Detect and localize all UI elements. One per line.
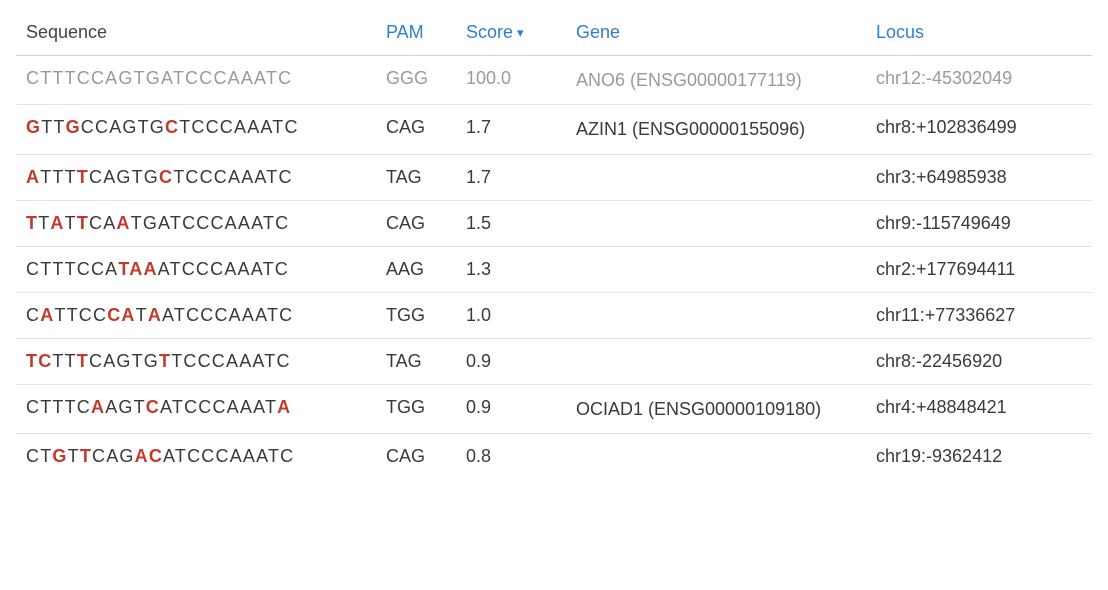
sequence-text: CTGTTCAGACATCCCAAATC <box>26 446 294 466</box>
gene-cell <box>566 200 866 246</box>
locus-cell: chr9:-115749649 <box>866 200 1092 246</box>
pam-cell: CAG <box>376 433 456 479</box>
table-row: TCTTTCAGTGTTCCCAAATC TAG0.9 chr8:-22456920 <box>16 338 1092 384</box>
column-header-score-label: Score <box>466 22 513 42</box>
column-header-locus-label: Locus <box>876 22 924 42</box>
table-row: ATTTTCAGTGCTCCCAAATC TAG1.7 chr3:+64985938 <box>16 154 1092 200</box>
gene-cell <box>566 154 866 200</box>
sequence-text: CTTTCAAGTCATCCCAAATA <box>26 397 291 417</box>
table-row: CTTTCCATAAATCCCAAATC AAG1.3 chr2:+17769441… <box>16 246 1092 292</box>
table-row: TTATTCAATGATCCCAAATC CAG1.5 chr9:-11574964… <box>16 200 1092 246</box>
gene-cell <box>566 433 866 479</box>
locus-cell: chr8:+102836499 <box>866 105 1092 154</box>
column-header-score[interactable]: Score▾ <box>456 12 566 56</box>
column-header-sequence: Sequence <box>16 12 376 56</box>
column-header-pam[interactable]: PAM <box>376 12 456 56</box>
sequence-cell: ATTTTCAGTGCTCCCAAATC <box>16 154 376 200</box>
table-row: CTTTCCAGTGATCCCAAATC GGG100.0ANO6 (ENSG00… <box>16 56 1092 105</box>
score-cell: 1.5 <box>456 200 566 246</box>
table-row: CATTCCCATAATCCCAAATC TGG1.0 chr11:+7733662… <box>16 292 1092 338</box>
sequence-text: GTTGCCAGTGCTCCCAAATC <box>26 117 299 137</box>
gene-cell: OCIAD1 (ENSG00000109180) <box>566 384 866 433</box>
gene-cell: AZIN1 (ENSG00000155096) <box>566 105 866 154</box>
sequence-cell: CTTTCAAGTCATCCCAAATA <box>16 384 376 433</box>
sequence-cell: GTTGCCAGTGCTCCCAAATC <box>16 105 376 154</box>
table-row: CTGTTCAGACATCCCAAATC CAG0.8 chr19:-9362412 <box>16 433 1092 479</box>
locus-cell: chr12:-45302049 <box>866 56 1092 105</box>
locus-cell: chr3:+64985938 <box>866 154 1092 200</box>
sequence-text: CTTTCCATAAATCCCAAATC <box>26 259 289 279</box>
table-header-row: Sequence PAM Score▾ Gene Locus <box>16 12 1092 56</box>
table-row: GTTGCCAGTGCTCCCAAATC CAG1.7AZIN1 (ENSG000… <box>16 105 1092 154</box>
sequence-cell: CTGTTCAGACATCCCAAATC <box>16 433 376 479</box>
gene-cell <box>566 338 866 384</box>
pam-cell: GGG <box>376 56 456 105</box>
sequence-cell: CTTTCCATAAATCCCAAATC <box>16 246 376 292</box>
column-header-sequence-label: Sequence <box>26 22 107 42</box>
score-cell: 1.7 <box>456 105 566 154</box>
table-row: CTTTCAAGTCATCCCAAATA TGG0.9OCIAD1 (ENSG00… <box>16 384 1092 433</box>
score-cell: 1.7 <box>456 154 566 200</box>
locus-cell: chr8:-22456920 <box>866 338 1092 384</box>
locus-cell: chr2:+177694411 <box>866 246 1092 292</box>
column-header-locus[interactable]: Locus <box>866 12 1092 56</box>
sequence-cell: TTATTCAATGATCCCAAATC <box>16 200 376 246</box>
column-header-gene[interactable]: Gene <box>566 12 866 56</box>
pam-cell: CAG <box>376 200 456 246</box>
sequence-text: ATTTTCAGTGCTCCCAAATC <box>26 167 293 187</box>
sequence-cell: CTTTCCAGTGATCCCAAATC <box>16 56 376 105</box>
offtarget-table: Sequence PAM Score▾ Gene Locus CTTTCCAGT… <box>16 12 1092 479</box>
pam-cell: TGG <box>376 292 456 338</box>
locus-cell: chr19:-9362412 <box>866 433 1092 479</box>
gene-cell <box>566 292 866 338</box>
score-cell: 1.3 <box>456 246 566 292</box>
score-cell: 0.9 <box>456 338 566 384</box>
pam-cell: AAG <box>376 246 456 292</box>
pam-cell: TAG <box>376 154 456 200</box>
column-header-pam-label: PAM <box>386 22 424 42</box>
pam-cell: TAG <box>376 338 456 384</box>
pam-cell: CAG <box>376 105 456 154</box>
score-cell: 1.0 <box>456 292 566 338</box>
sequence-text: CTTTCCAGTGATCCCAAATC <box>26 68 292 88</box>
score-cell: 0.9 <box>456 384 566 433</box>
sequence-text: CATTCCCATAATCCCAAATC <box>26 305 293 325</box>
table-body: CTTTCCAGTGATCCCAAATC GGG100.0ANO6 (ENSG00… <box>16 56 1092 479</box>
sequence-text: TCTTTCAGTGTTCCCAAATC <box>26 351 291 371</box>
gene-cell: ANO6 (ENSG00000177119) <box>566 56 866 105</box>
column-header-gene-label: Gene <box>576 22 620 42</box>
score-cell: 100.0 <box>456 56 566 105</box>
locus-cell: chr11:+77336627 <box>866 292 1092 338</box>
sequence-cell: CATTCCCATAATCCCAAATC <box>16 292 376 338</box>
sequence-text: TTATTCAATGATCCCAAATC <box>26 213 289 233</box>
gene-cell <box>566 246 866 292</box>
pam-cell: TGG <box>376 384 456 433</box>
locus-cell: chr4:+48848421 <box>866 384 1092 433</box>
sequence-cell: TCTTTCAGTGTTCCCAAATC <box>16 338 376 384</box>
score-cell: 0.8 <box>456 433 566 479</box>
sort-desc-icon: ▾ <box>517 25 524 41</box>
